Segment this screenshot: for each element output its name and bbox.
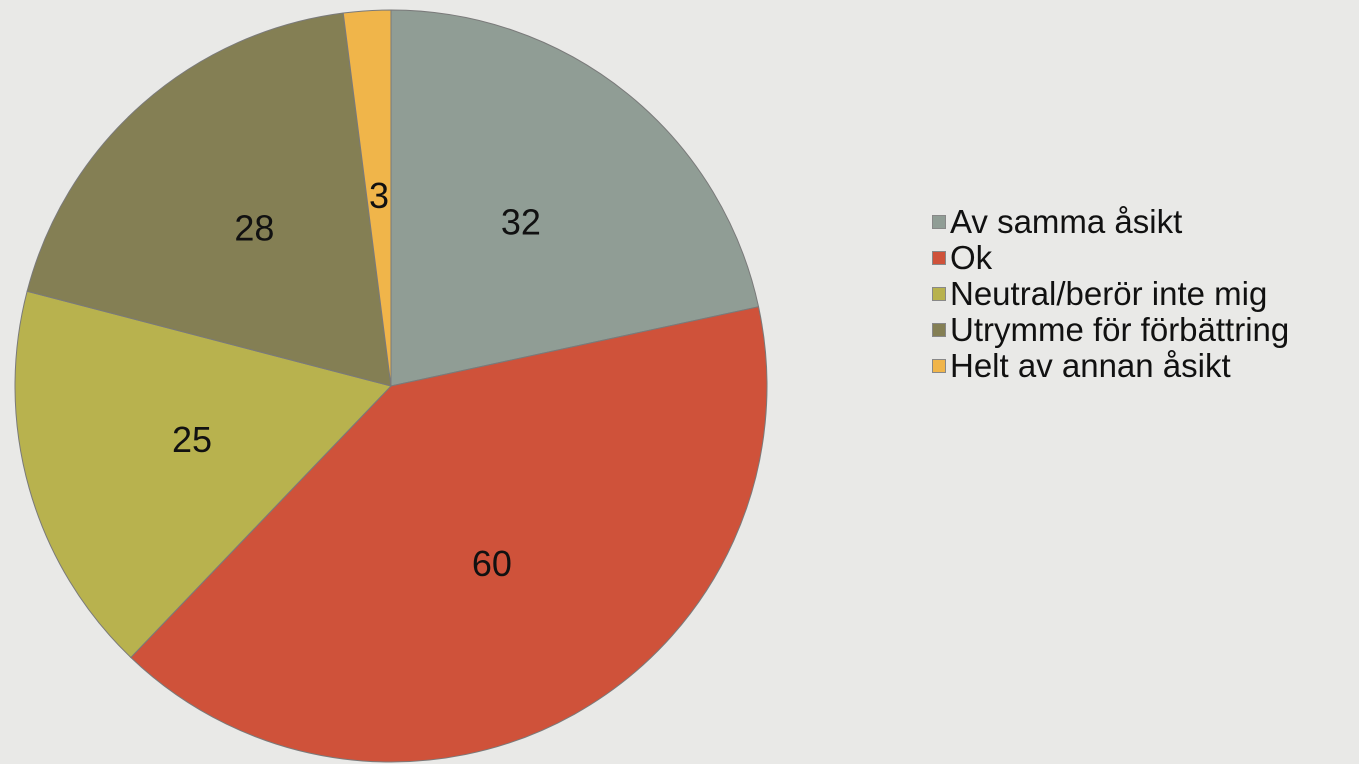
pie-slice bbox=[390, 9, 760, 387]
pie-slice bbox=[130, 306, 768, 763]
legend-label: Neutral/berör inte mig bbox=[950, 275, 1268, 312]
legend-swatch bbox=[932, 251, 946, 265]
legend-item: Ok bbox=[932, 241, 1352, 275]
legend-item: Neutral/berör inte mig bbox=[932, 277, 1352, 311]
data-label: 32 bbox=[501, 202, 541, 243]
legend-item: Helt av annan åsikt bbox=[932, 349, 1352, 383]
pie-slice bbox=[26, 12, 392, 387]
data-label: 60 bbox=[472, 543, 512, 584]
data-label: 25 bbox=[172, 419, 212, 460]
legend-swatch bbox=[932, 359, 946, 373]
pie-slice bbox=[14, 290, 392, 659]
legend-label: Ok bbox=[950, 239, 993, 276]
data-label: 3 bbox=[369, 175, 389, 216]
legend-item: Utrymme för förbättring bbox=[932, 313, 1352, 347]
legend: Av samma åsikt Ok Neutral/berör inte mig Ut… bbox=[932, 205, 1352, 385]
legend-swatch bbox=[932, 287, 946, 301]
legend-swatch bbox=[932, 215, 946, 229]
legend-item: Av samma åsikt bbox=[932, 205, 1352, 239]
legend-label: Helt av annan åsikt bbox=[950, 347, 1231, 384]
legend-swatch bbox=[932, 323, 946, 337]
data-label: 28 bbox=[234, 207, 274, 248]
legend-label: Utrymme för förbättring bbox=[950, 311, 1290, 348]
pie-slice bbox=[342, 9, 392, 387]
legend-label: Av samma åsikt bbox=[950, 203, 1183, 240]
